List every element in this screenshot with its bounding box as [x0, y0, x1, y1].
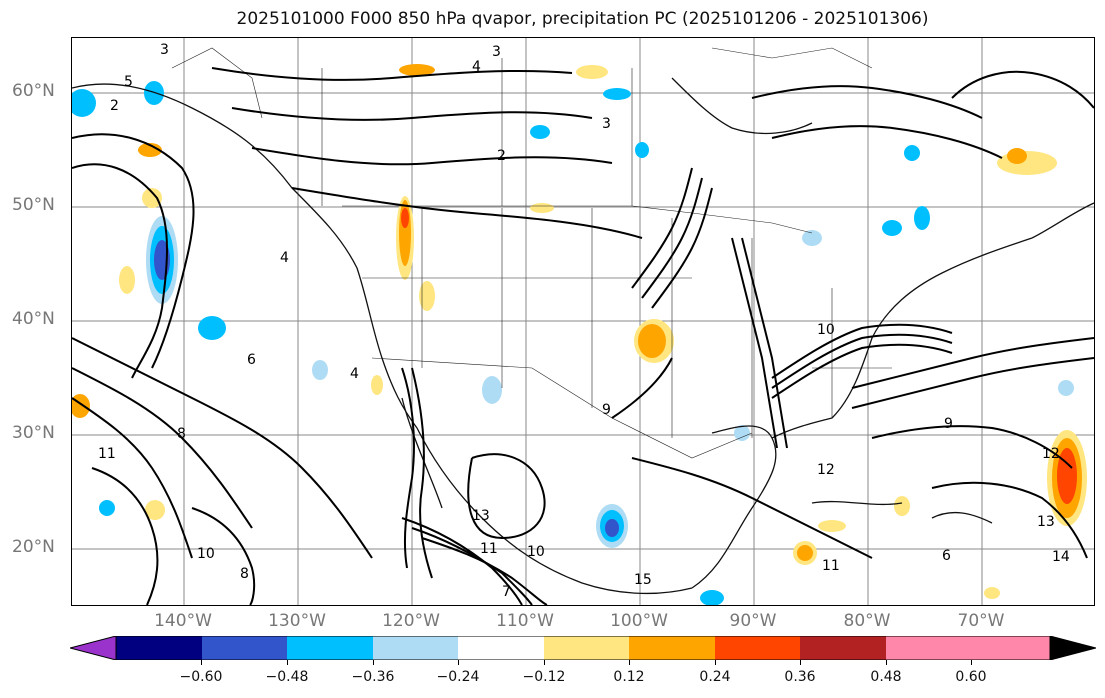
- contour-label: 2: [110, 98, 119, 114]
- contour-label: 2: [497, 148, 506, 164]
- lat-label-40n: 40°N: [12, 309, 55, 329]
- lon-label-90w: 90°W: [729, 611, 777, 631]
- contour-label: 3: [492, 44, 501, 60]
- contour-label: 10: [817, 322, 835, 338]
- colorbar-extend-low: [70, 636, 117, 660]
- colorbar-label: −0.12: [522, 669, 566, 685]
- colorbar-segment: [287, 636, 373, 660]
- contour-label: 15: [634, 572, 652, 588]
- colorbar-label: −0.24: [436, 669, 480, 685]
- colorbar-extend-high: [1049, 636, 1096, 660]
- contour-label: 12: [817, 462, 835, 478]
- lon-label-80w: 80°W: [843, 611, 891, 631]
- lat-label-30n: 30°N: [12, 423, 55, 443]
- colorbar-label: −0.60: [179, 669, 223, 685]
- lat-label-60n: 60°N: [12, 81, 55, 101]
- contour-label: 9: [602, 402, 611, 418]
- map-plot: 3 3 4 5 2 2 3 6 10 4 4 8 11 12 13 11 10 …: [71, 37, 1095, 606]
- contour-label: 13: [1037, 514, 1055, 530]
- moisture-contours: [72, 67, 1094, 605]
- colorbar-label: 0.24: [699, 669, 731, 685]
- contour-label: 8: [177, 426, 186, 442]
- colorbar-outline: [115, 636, 1051, 660]
- contour-label: 11: [480, 541, 498, 557]
- lon-label-120w: 120°W: [382, 611, 440, 631]
- precip-negative: [72, 81, 1074, 605]
- contour-label: 9: [944, 416, 953, 432]
- contour-label: 11: [98, 446, 116, 462]
- map-canvas: 3 3 4 5 2 2 3 6 10 4 4 8 11 12 13 11 10 …: [72, 38, 1094, 605]
- lon-label-70w: 70°W: [957, 611, 1005, 631]
- colorbar-label: −0.48: [265, 669, 309, 685]
- contour-label: 7: [502, 584, 511, 600]
- contour-label: 4: [472, 59, 481, 75]
- colorbar-label: 0.36: [784, 669, 816, 685]
- lon-label-140w: 140°W: [154, 611, 212, 631]
- contour-label: 6: [942, 548, 951, 564]
- lat-label-50n: 50°N: [12, 195, 55, 215]
- colorbar: [70, 636, 1096, 660]
- colorbar-segment: [373, 636, 458, 660]
- colorbar-segment: [544, 636, 629, 660]
- lon-label-110w: 110°W: [496, 611, 554, 631]
- contour-labels: 3 3 4 5 2 2 3 6 10 4 4 8 11 12 13 11 10 …: [98, 42, 1070, 600]
- colorbar-segment: [116, 636, 202, 660]
- contour-label: 14: [1052, 549, 1070, 565]
- map-title: 2025101000 F000 850 hPa qvapor, precipit…: [236, 9, 929, 29]
- contour-label: 3: [602, 116, 611, 132]
- colorbar-label: 0.60: [955, 669, 987, 685]
- contour-label: 3: [160, 42, 169, 58]
- contour-label: 8: [240, 566, 249, 582]
- lon-label-100w: 100°W: [610, 611, 668, 631]
- colorbar-label: 0.48: [870, 669, 902, 685]
- lat-label-20n: 20°N: [12, 537, 55, 557]
- contour-label: 11: [822, 558, 840, 574]
- graticule: [72, 38, 1094, 605]
- contour-label: 4: [280, 250, 289, 266]
- colorbar-segment: [715, 636, 800, 660]
- lon-label-130w: 130°W: [268, 611, 326, 631]
- contour-label: 4: [350, 366, 359, 382]
- colorbar-segment: [629, 636, 715, 660]
- contour-label: 5: [124, 74, 133, 90]
- coastlines: [72, 77, 1094, 595]
- contour-label: 12: [1042, 446, 1060, 462]
- colorbar-segment: [886, 636, 1050, 660]
- contour-label: 10: [527, 544, 545, 560]
- colorbar-label: −0.36: [351, 669, 395, 685]
- colorbar-segment: [202, 636, 287, 660]
- colorbar-label: 0.12: [613, 669, 645, 685]
- colorbar-segment: [458, 636, 544, 660]
- contour-label: 6: [247, 352, 256, 368]
- colorbar-segment: [800, 636, 886, 660]
- contour-label: 10: [197, 546, 215, 562]
- contour-label: 13: [472, 508, 490, 524]
